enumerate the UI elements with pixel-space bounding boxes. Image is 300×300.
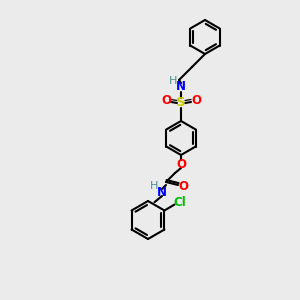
Text: O: O — [161, 94, 171, 107]
Text: S: S — [176, 97, 186, 110]
Text: O: O — [191, 94, 201, 107]
Text: O: O — [178, 181, 188, 194]
Text: N: N — [176, 80, 186, 94]
Text: O: O — [176, 158, 186, 170]
Text: Cl: Cl — [173, 196, 186, 209]
Text: H: H — [169, 76, 177, 86]
Text: N: N — [157, 185, 167, 199]
Text: H: H — [150, 181, 158, 191]
